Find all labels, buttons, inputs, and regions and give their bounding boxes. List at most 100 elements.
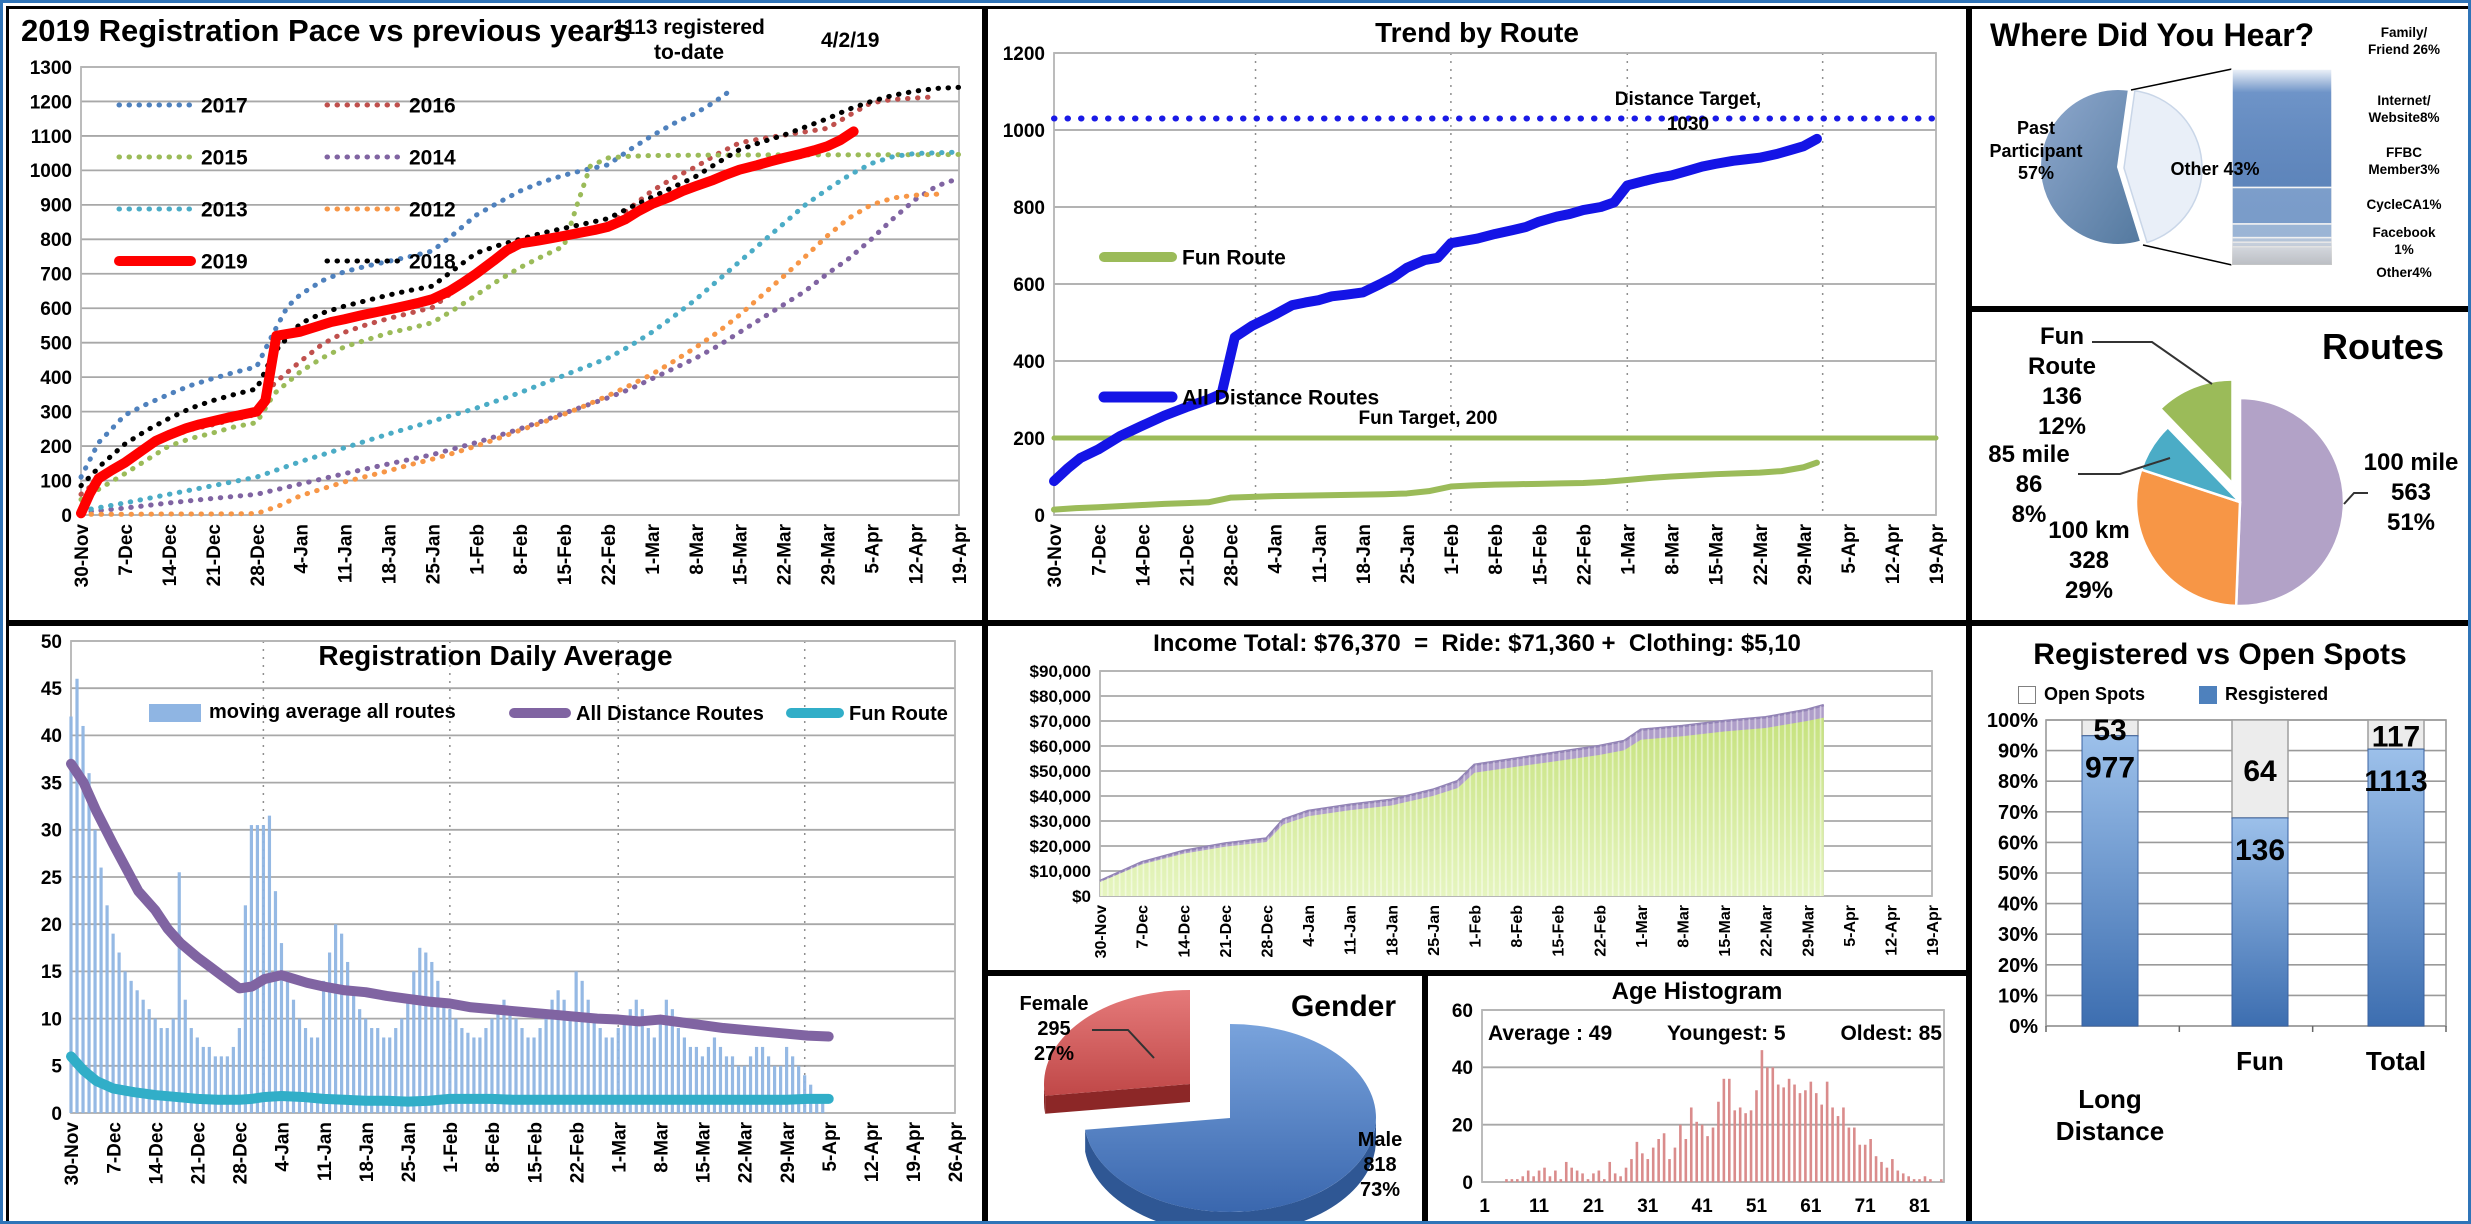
routes-slice-100 mile [2234, 396, 2346, 608]
svg-text:81: 81 [1909, 1196, 1931, 1217]
svg-text:40%: 40% [1998, 894, 2038, 916]
svg-text:18-Jan: 18-Jan [1354, 524, 1375, 584]
routes-slice-Fun Route [2159, 378, 2234, 485]
panel-registration-pace: 2019 Registration Pace vs previous years… [6, 6, 985, 623]
open-bar-Fun [2231, 719, 2289, 819]
svg-income-plot: $0 $10,000 $20,000 $30,000 $40,000 $50,000 $60… [1030, 662, 1943, 958]
distance-target-label: Distance Target, 1030 [1614, 89, 1762, 135]
svg-text:45: 45 [41, 679, 63, 700]
svg-text:400: 400 [40, 368, 72, 389]
svg-text:1-Feb: 1-Feb [441, 1122, 462, 1173]
svg-text:1000: 1000 [30, 161, 72, 182]
svg-text:$10,000: $10,000 [1030, 862, 1091, 881]
svg-text:Distance: Distance [2056, 1116, 2164, 1146]
routes-chart-title: Routes [2321, 326, 2444, 367]
svg-text:80%: 80% [1998, 771, 2038, 793]
svg-text:0: 0 [61, 506, 72, 527]
series-All Distance Routes [66, 758, 834, 1042]
svg-text:moving average all routes: moving average all routes [209, 701, 456, 723]
svg-text:977: 977 [2085, 752, 2135, 785]
svg-text:$90,000: $90,000 [1030, 662, 1091, 681]
svg-text:8-Feb: 8-Feb [511, 524, 532, 575]
svg-text:20%: 20% [1998, 955, 2038, 977]
age-average: Average : 49 [1488, 1022, 1613, 1045]
svg-text:7-Dec: 7-Dec [1089, 524, 1110, 576]
fun-route-slice-label: Fun Route 136 12% [2028, 323, 2096, 440]
spots-stacked-bar-chart[interactable]: 0% 10% 20% 30% 40% 50% 60% 70% 80% 90% 100% 53 977 Lo… [1972, 626, 2468, 1221]
gender-plot [1044, 990, 1376, 1221]
svg-text:1200: 1200 [30, 92, 72, 113]
svg-text:All Distance Routes: All Distance Routes [1182, 387, 1379, 410]
hear-pie-chart[interactable] [1972, 9, 2468, 306]
pace-line-chart[interactable]: 0 100 200 300 400 500 600 700 800 900 1000 1100 1200… [9, 9, 982, 620]
svg-text:10: 10 [41, 1009, 62, 1030]
svg-text:2018: 2018 [409, 251, 456, 274]
legend-open-spots: Open Spots [2018, 684, 2145, 705]
svg-text:1100: 1100 [31, 127, 72, 148]
panel-where-did-you-hear: Where Did You Hear? Past Participant 57%… [1969, 6, 2468, 309]
panel-gender: Gender Female 295 27% Male 818 73% [985, 973, 1425, 1221]
svg-text:1200: 1200 [1003, 44, 1045, 65]
panel-routes: Routes Fun Route 136 12% 85 mile 86 8% 1… [1969, 309, 2468, 623]
svg-text:28-Dec: 28-Dec [1259, 905, 1276, 958]
svg-text:12-Apr: 12-Apr [1883, 523, 1904, 584]
svg-text:25-Jan: 25-Jan [423, 524, 444, 584]
svg-text:61: 61 [1800, 1196, 1822, 1217]
income-area-chart[interactable]: $0 $10,000 $20,000 $30,000 $40,000 $50,000 $60… [988, 626, 1966, 970]
svg-text:35: 35 [41, 773, 63, 794]
svg-text:100%: 100% [1987, 710, 2038, 732]
svg-text:30-Nov: 30-Nov [1093, 905, 1110, 958]
svg-text:5-Apr: 5-Apr [862, 523, 883, 573]
gender-pie-chart[interactable] [988, 976, 1422, 1221]
svg-text:4-Jan: 4-Jan [292, 524, 313, 574]
series-2013 [78, 149, 962, 514]
svg-text:53: 53 [2093, 714, 2126, 747]
svg-text:19-Apr: 19-Apr [1925, 905, 1942, 956]
spots-chart-title: Registered vs Open Spots [2033, 638, 2407, 671]
svg-text:29-Mar: 29-Mar [1795, 523, 1816, 585]
svg-text:29-Mar: 29-Mar [819, 523, 840, 585]
svg-text:22-Mar: 22-Mar [1751, 523, 1772, 585]
series-2019 [76, 126, 859, 519]
svg-text:19-Apr: 19-Apr [1927, 523, 1948, 584]
svg-text:22-Mar: 22-Mar [775, 523, 796, 585]
report-date: 4/2/19 [821, 29, 880, 52]
svg-text:0%: 0% [2009, 1016, 2038, 1038]
svg-text:25: 25 [41, 868, 63, 889]
svg-text:21-Dec: 21-Dec [189, 1122, 210, 1185]
svg-text:41: 41 [1692, 1196, 1714, 1217]
svg-text:40: 40 [1452, 1058, 1473, 1079]
svg-text:60%: 60% [1998, 832, 2038, 854]
svg-text:8-Mar: 8-Mar [652, 1121, 673, 1172]
svg-text:1-Feb: 1-Feb [1442, 524, 1463, 575]
svg-text:136: 136 [2235, 834, 2285, 867]
svg-text:31: 31 [1637, 1196, 1659, 1217]
trend-line-chart[interactable]: 0 200 400 600 800 1000 1200 30-Nov 7-Dec 14-Dec 21… [988, 9, 1966, 620]
svg-text:15-Mar: 15-Mar [1717, 905, 1734, 957]
panel-income: Income Total: $76,370 = Ride: $71,360 + … [985, 623, 1969, 973]
svg-text:28-Dec: 28-Dec [248, 524, 269, 587]
hear-other-small-label: Other4% [2376, 265, 2432, 280]
svg-text:25-Jan: 25-Jan [1426, 905, 1443, 956]
routes-slice-85 mile [2139, 425, 2242, 504]
svg-text:1300: 1300 [30, 58, 72, 79]
series-Fun Route [66, 1051, 834, 1107]
svg-text:14-Dec: 14-Dec [1176, 905, 1193, 958]
svg-text:5-Apr: 5-Apr [1842, 905, 1859, 947]
svg-text:15-Feb: 15-Feb [1530, 524, 1551, 585]
svg-text:900: 900 [40, 196, 72, 217]
svg-text:11-Jan: 11-Jan [315, 1122, 336, 1181]
daily-average-chart[interactable]: 0 5 10 15 20 25 30 35 40 45 50 30-Nov 7-Dec 14-Dec 21-… [9, 626, 982, 1221]
routes-pie-chart[interactable] [1972, 312, 2468, 620]
registered-bar-Total [2367, 748, 2425, 1027]
spots-legend: Open Spots Resgistered [2018, 684, 2328, 705]
svg-text:600: 600 [40, 299, 72, 320]
svg-text:$70,000: $70,000 [1030, 712, 1091, 731]
svg-text:$20,000: $20,000 [1030, 837, 1091, 856]
svg-text:$40,000: $40,000 [1030, 787, 1091, 806]
svg-text:50: 50 [41, 632, 62, 653]
pace-chart-title: 2019 Registration Pace vs previous years [21, 13, 631, 48]
